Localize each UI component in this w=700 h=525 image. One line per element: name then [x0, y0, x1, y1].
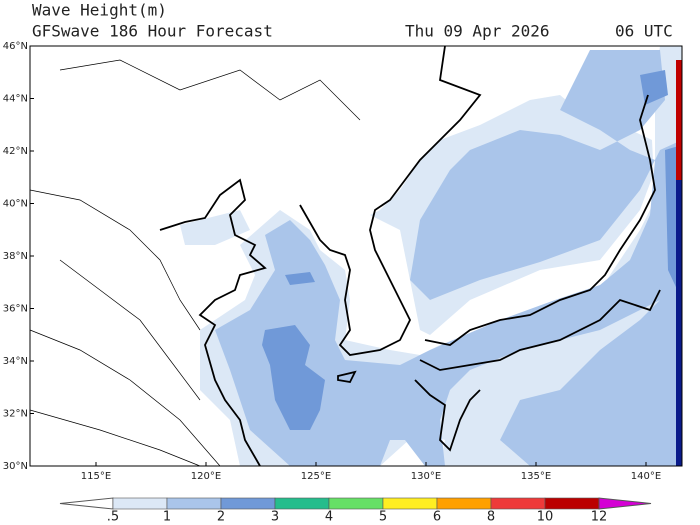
lat-label: 40°N [3, 199, 28, 210]
time: 06 UTC [615, 22, 673, 41]
colorbar-segment [382, 497, 438, 510]
date: Thu 09 Apr 2026 [405, 22, 550, 41]
colorbar-label: .5 [107, 510, 119, 525]
colorbar-label: 2 [217, 510, 225, 525]
lon-label: 140°E [631, 471, 661, 482]
colorbar-label: 10 [537, 510, 554, 525]
colorbar-label: 6 [433, 510, 441, 525]
colorbar-segment [112, 497, 168, 510]
title: Wave Height(m) [32, 1, 167, 20]
lat-label: 30°N [3, 461, 28, 472]
colorbar-label: 4 [325, 510, 333, 525]
colorbar-segment [544, 497, 600, 510]
lon-label: 115°E [81, 471, 111, 482]
colorbar-label: 12 [591, 510, 608, 525]
lon-label: 135°E [521, 471, 551, 482]
colorbar-label: 3 [271, 510, 279, 525]
colorbar-segment [490, 497, 546, 510]
colorbar-segment [328, 497, 384, 510]
subtitle: GFSwave 186 Hour Forecast [32, 22, 273, 41]
lat-label: 38°N [3, 251, 28, 262]
lon-label: 120°E [191, 471, 221, 482]
colorbar-label: 5 [379, 510, 387, 525]
colorbar-segment [274, 497, 330, 510]
colorbar-label: 1 [163, 510, 171, 525]
colorbar-segment [166, 497, 222, 510]
map [29, 45, 683, 467]
colorbar-segment [220, 497, 276, 510]
lat-label: 46°N [3, 41, 28, 52]
lat-label: 32°N [3, 409, 28, 420]
colorbar-segment [436, 497, 492, 510]
lat-label: 44°N [3, 94, 28, 105]
colorbar-above [598, 497, 652, 510]
lon-label: 130°E [411, 471, 441, 482]
colorbar-label: 8 [487, 510, 495, 525]
lat-label: 34°N [3, 356, 28, 367]
lat-label: 42°N [3, 146, 28, 157]
colorbar-below [59, 497, 114, 510]
lat-label: 36°N [3, 304, 28, 315]
lon-label: 125°E [301, 471, 331, 482]
